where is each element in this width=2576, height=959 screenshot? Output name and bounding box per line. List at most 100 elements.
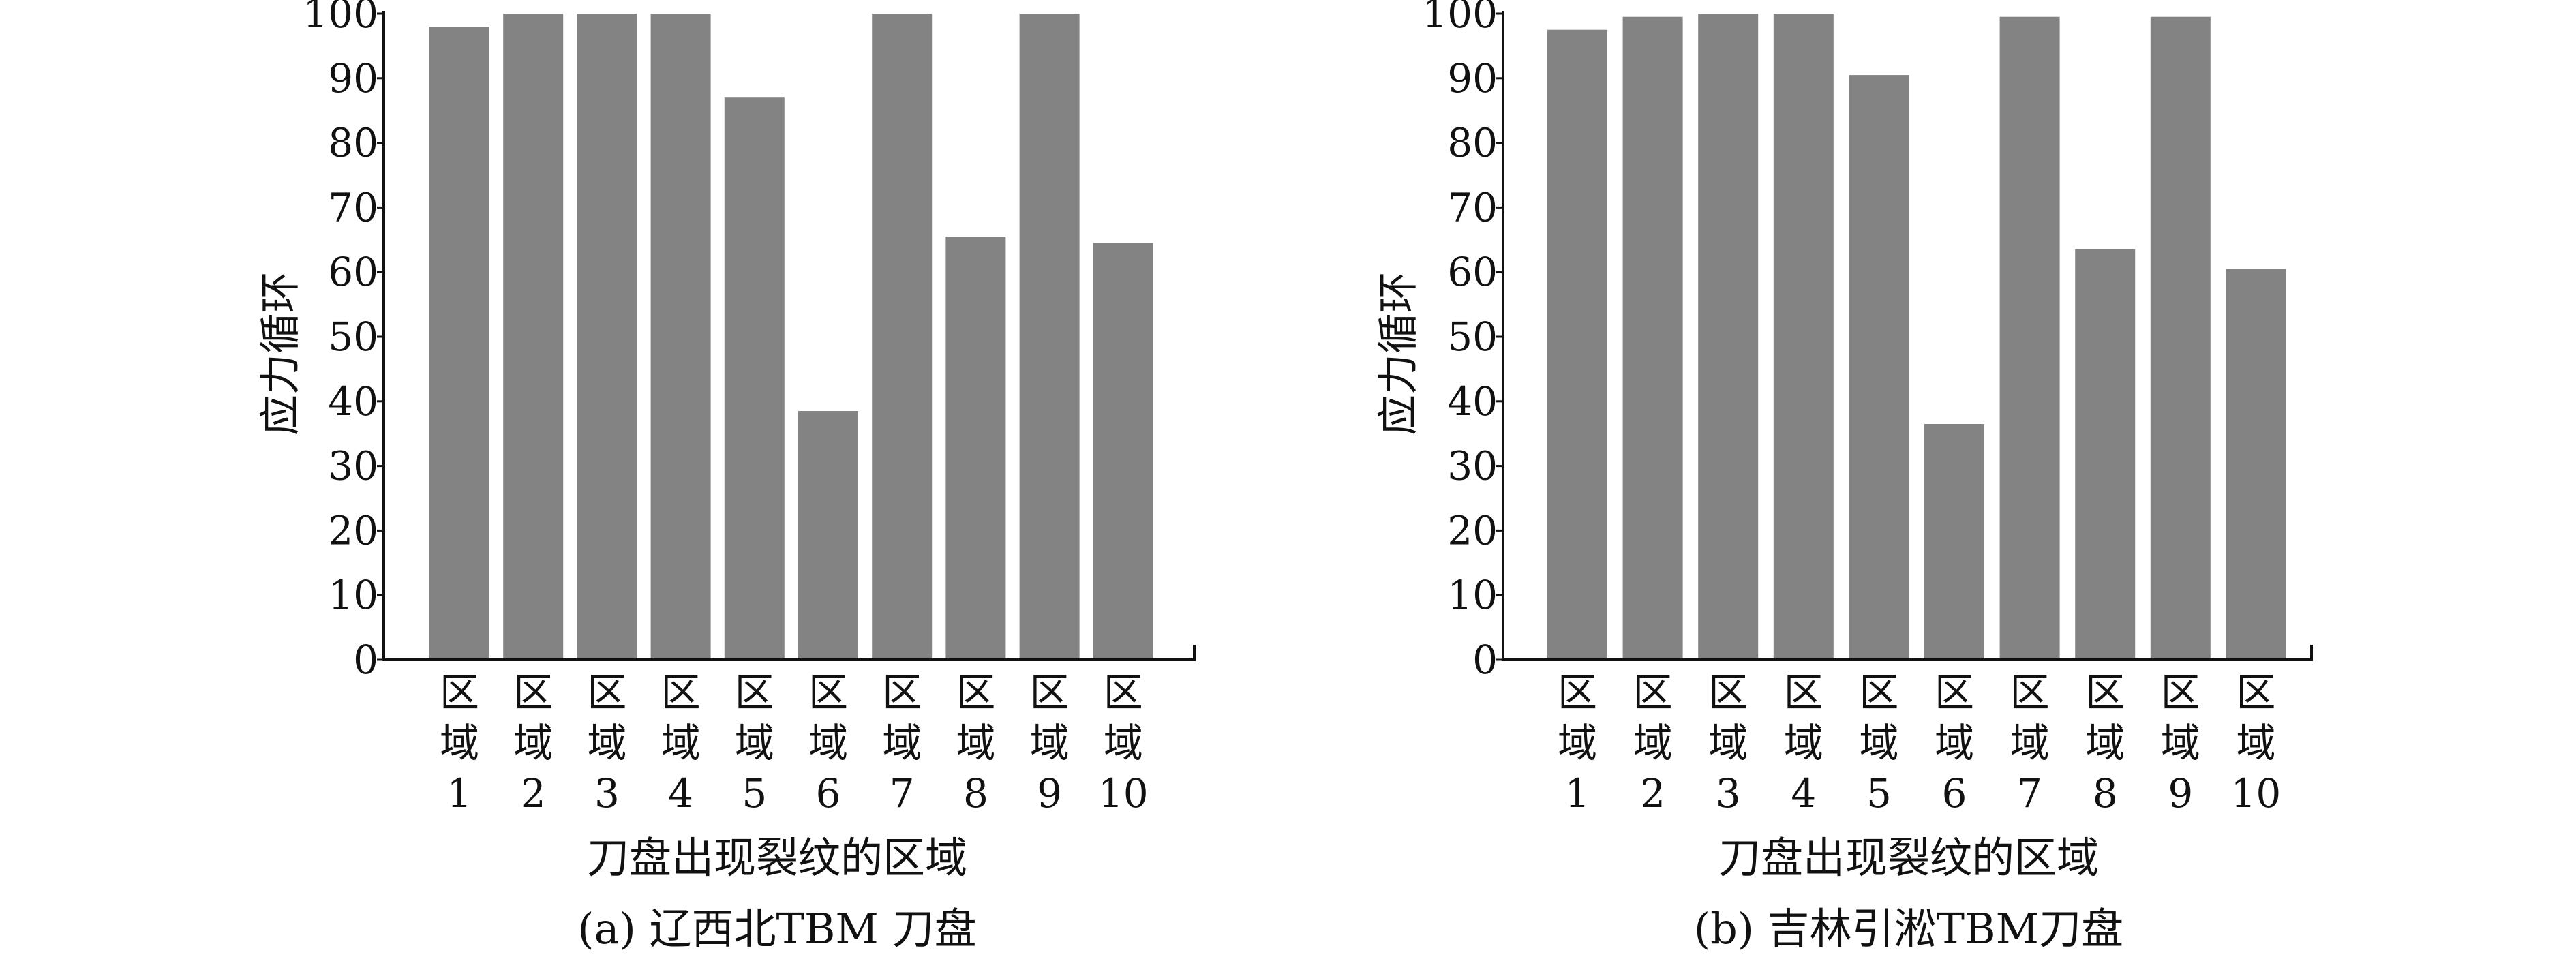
bar-region-8 <box>945 237 1006 660</box>
x-tick-label-line: 3 <box>594 770 620 817</box>
x-tick-label-line: 区 <box>735 669 774 716</box>
x-tick-label-line: 2 <box>521 770 546 817</box>
x-tick-label-line: 7 <box>2017 770 2042 817</box>
x-tick-label-region-7: 区域7 <box>882 669 922 817</box>
y-tick-label: 100 <box>303 0 378 37</box>
bar-region-7 <box>1999 16 2060 660</box>
x-tick-label-region-9: 区域9 <box>2161 669 2200 817</box>
x-tick-label-line: 区 <box>661 669 701 716</box>
y-tick-label: 20 <box>1447 507 1498 553</box>
x-tick-label-region-2: 区域2 <box>1633 669 1673 817</box>
x-tick-label-region-5: 区域5 <box>1859 669 1898 817</box>
bar-region-3 <box>577 14 637 660</box>
x-tick-label-line: 域 <box>513 720 553 766</box>
bar-region-3 <box>1698 14 1759 660</box>
y-tick-label: 10 <box>1447 572 1498 618</box>
y-tick-label: 30 <box>328 443 378 489</box>
x-tick-label-line: 6 <box>1942 770 1967 817</box>
bar-region-9 <box>1019 14 1080 660</box>
x-tick-label-region-4: 区域4 <box>1784 669 1823 817</box>
x-tick-label-line: 域 <box>440 720 479 766</box>
x-tick-label-line: 域 <box>587 720 626 766</box>
x-tick-label-line: 区 <box>808 669 848 716</box>
x-tick-label-line: 区 <box>956 669 995 716</box>
y-tick-label: 90 <box>1447 55 1498 102</box>
y-tick-label: 20 <box>328 507 378 553</box>
x-tick-label-line: 域 <box>2236 720 2275 766</box>
bar-region-2 <box>1622 16 1683 660</box>
x-tick-label-line: 8 <box>963 770 988 817</box>
x-tick-label-line: 4 <box>1791 770 1816 817</box>
x-tick-label-line: 区 <box>2161 669 2200 716</box>
bar-region-6 <box>1924 424 1984 660</box>
x-tick-label-line: 域 <box>1935 720 1974 766</box>
x-tick-label-line: 域 <box>956 720 995 766</box>
x-tick-label-line: 区 <box>1558 669 1597 716</box>
y-tick-label: 0 <box>353 637 378 683</box>
x-tick-label-line: 区 <box>587 669 626 716</box>
x-tick-label-region-8: 区域8 <box>956 669 995 817</box>
x-tick-label-line: 7 <box>890 770 915 817</box>
y-tick-label: 70 <box>1447 184 1498 230</box>
x-tick-label-line: 区 <box>2085 669 2125 716</box>
x-tick-label-region-3: 区域3 <box>1708 669 1748 817</box>
x-tick-label-region-5: 区域5 <box>735 669 774 817</box>
x-tick-label-line: 区 <box>2010 669 2050 716</box>
x-tick-label-line: 域 <box>2010 720 2050 766</box>
y-tick-label: 60 <box>1447 249 1498 295</box>
panel-caption: (a) 辽西北TBM 刀盘 <box>577 904 976 954</box>
y-axis-label: 应力循环 <box>257 272 305 436</box>
x-tick-label-line: 域 <box>1708 720 1748 766</box>
y-tick-label: 70 <box>328 184 378 230</box>
bar-region-1 <box>429 27 489 660</box>
y-tick-label: 90 <box>328 55 378 102</box>
x-tick-label-line: 6 <box>816 770 841 817</box>
x-tick-label-line: 域 <box>1558 720 1597 766</box>
x-tick-label-line: 10 <box>2230 770 2281 817</box>
x-tick-label-region-3: 区域3 <box>587 669 626 817</box>
x-tick-label-line: 8 <box>2093 770 2118 817</box>
x-tick-label-region-9: 区域9 <box>1030 669 1070 817</box>
y-tick-label: 100 <box>1422 0 1498 37</box>
x-tick-label-line: 域 <box>2161 720 2200 766</box>
x-tick-label-line: 区 <box>1104 669 1143 716</box>
y-tick-label: 30 <box>1447 443 1498 489</box>
bar-region-1 <box>1547 29 1607 660</box>
x-tick-label-line: 区 <box>440 669 479 716</box>
x-tick-label-line: 域 <box>1030 720 1070 766</box>
bar-region-4 <box>650 14 711 660</box>
x-tick-label-region-4: 区域4 <box>661 669 701 817</box>
x-tick-label-line: 域 <box>1104 720 1143 766</box>
x-tick-label-region-7: 区域7 <box>2010 669 2050 817</box>
x-tick-label-line: 域 <box>1859 720 1898 766</box>
y-tick-label: 80 <box>328 120 378 166</box>
bar-region-4 <box>1773 14 1834 660</box>
x-tick-label-line: 域 <box>735 720 774 766</box>
bar-region-2 <box>503 14 564 660</box>
x-axis-label: 刀盘出现裂纹的区域 <box>587 833 967 883</box>
x-tick-label-region-1: 区域1 <box>1558 669 1597 817</box>
x-tick-label-line: 区 <box>1784 669 1823 716</box>
chart-panel-a: 0102030405060708090100区域1区域2区域3区域4区域5区域6… <box>257 0 1196 954</box>
y-tick-label: 10 <box>328 572 378 618</box>
y-tick-label: 40 <box>1447 378 1498 425</box>
x-tick-label-line: 3 <box>1716 770 1741 817</box>
y-tick-label: 50 <box>1447 314 1498 360</box>
x-tick-label-region-2: 区域2 <box>513 669 553 817</box>
x-tick-label-region-6: 区域6 <box>1935 669 1974 817</box>
x-tick-label-region-8: 区域8 <box>2085 669 2125 817</box>
bar-region-10 <box>1093 243 1153 660</box>
x-tick-label-line: 9 <box>2168 770 2193 817</box>
x-tick-label-line: 域 <box>882 720 922 766</box>
x-tick-label-line: 2 <box>1640 770 1665 817</box>
x-tick-label-line: 区 <box>1859 669 1898 716</box>
x-tick-label-line: 区 <box>1708 669 1748 716</box>
bar-region-5 <box>724 97 785 660</box>
x-tick-label-line: 9 <box>1037 770 1062 817</box>
x-tick-label-line: 域 <box>1784 720 1823 766</box>
x-tick-label-line: 域 <box>808 720 848 766</box>
x-tick-label-line: 区 <box>1030 669 1070 716</box>
x-tick-label-line: 域 <box>661 720 701 766</box>
